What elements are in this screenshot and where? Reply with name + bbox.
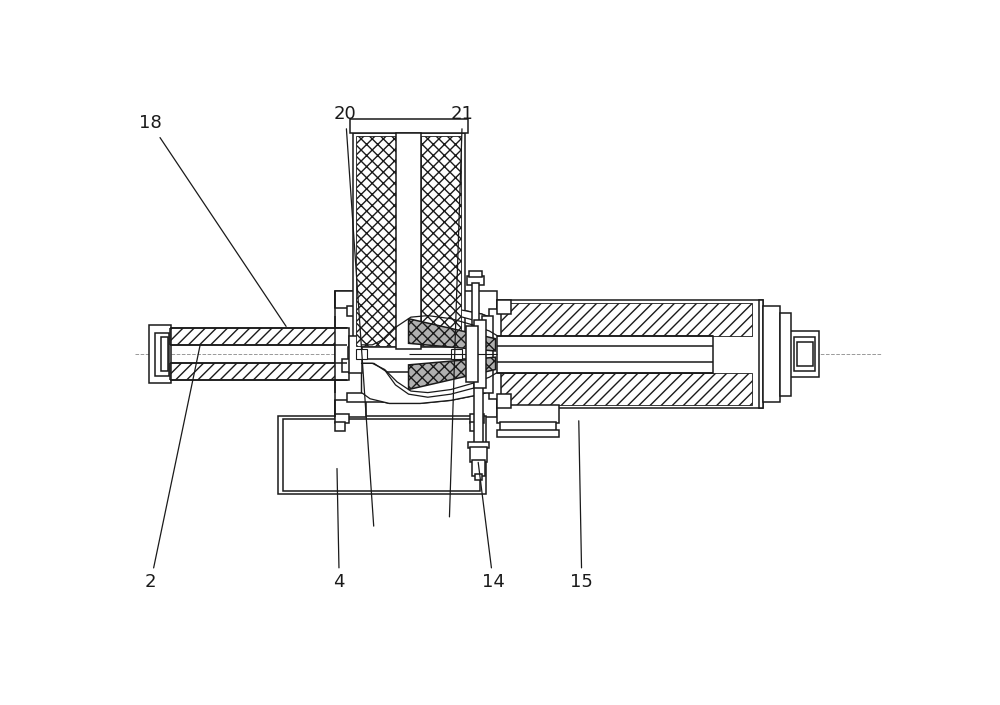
Bar <box>356 136 396 345</box>
Bar <box>497 336 713 372</box>
Bar <box>465 342 486 348</box>
Bar <box>170 363 347 380</box>
Polygon shape <box>409 357 496 390</box>
Bar <box>348 347 469 361</box>
Text: 20: 20 <box>334 105 374 526</box>
Bar <box>451 349 462 360</box>
Bar <box>466 326 478 382</box>
Text: 21: 21 <box>449 105 474 517</box>
Bar <box>475 474 482 480</box>
Bar <box>759 300 763 408</box>
Polygon shape <box>409 319 496 351</box>
Bar <box>155 333 169 376</box>
Bar <box>470 422 479 431</box>
Bar <box>500 422 556 431</box>
Polygon shape <box>362 363 497 403</box>
Bar <box>170 328 347 345</box>
Bar <box>347 393 393 402</box>
Bar <box>763 307 780 402</box>
Bar <box>797 342 813 367</box>
Bar <box>482 316 493 393</box>
Bar <box>472 283 479 345</box>
Bar <box>790 331 819 377</box>
Bar <box>497 394 511 408</box>
Bar <box>161 337 168 371</box>
Bar <box>474 384 483 445</box>
Bar <box>335 291 366 308</box>
Bar <box>499 303 752 336</box>
Bar <box>350 119 468 133</box>
Bar <box>468 442 489 448</box>
Bar <box>780 312 791 396</box>
Polygon shape <box>362 305 497 403</box>
Bar <box>470 446 487 462</box>
Bar <box>342 360 476 372</box>
Bar <box>474 320 486 388</box>
Bar <box>149 325 171 384</box>
Text: 18: 18 <box>139 114 286 326</box>
Bar <box>497 300 511 314</box>
Text: 14: 14 <box>478 462 505 591</box>
Bar <box>335 422 345 431</box>
Bar <box>335 328 349 380</box>
Bar <box>467 276 484 285</box>
Bar <box>472 460 485 476</box>
Bar <box>421 136 461 345</box>
Bar <box>489 309 501 399</box>
Text: 4: 4 <box>334 469 345 591</box>
Bar <box>335 400 366 417</box>
Bar <box>470 414 484 424</box>
Bar <box>335 414 349 424</box>
Text: 15: 15 <box>570 421 593 591</box>
Bar <box>283 419 480 491</box>
Bar <box>335 291 497 417</box>
Bar <box>497 300 763 408</box>
Bar <box>353 133 465 349</box>
Bar <box>356 349 367 360</box>
Bar <box>794 337 815 371</box>
Text: 2: 2 <box>145 345 200 591</box>
Bar <box>499 372 752 405</box>
Polygon shape <box>362 305 497 345</box>
Bar <box>278 416 486 494</box>
Bar <box>396 133 421 349</box>
Bar <box>469 271 482 277</box>
Bar <box>349 336 362 372</box>
Bar <box>499 337 711 371</box>
Bar <box>497 405 559 424</box>
Bar <box>497 429 559 437</box>
Bar <box>347 307 393 316</box>
